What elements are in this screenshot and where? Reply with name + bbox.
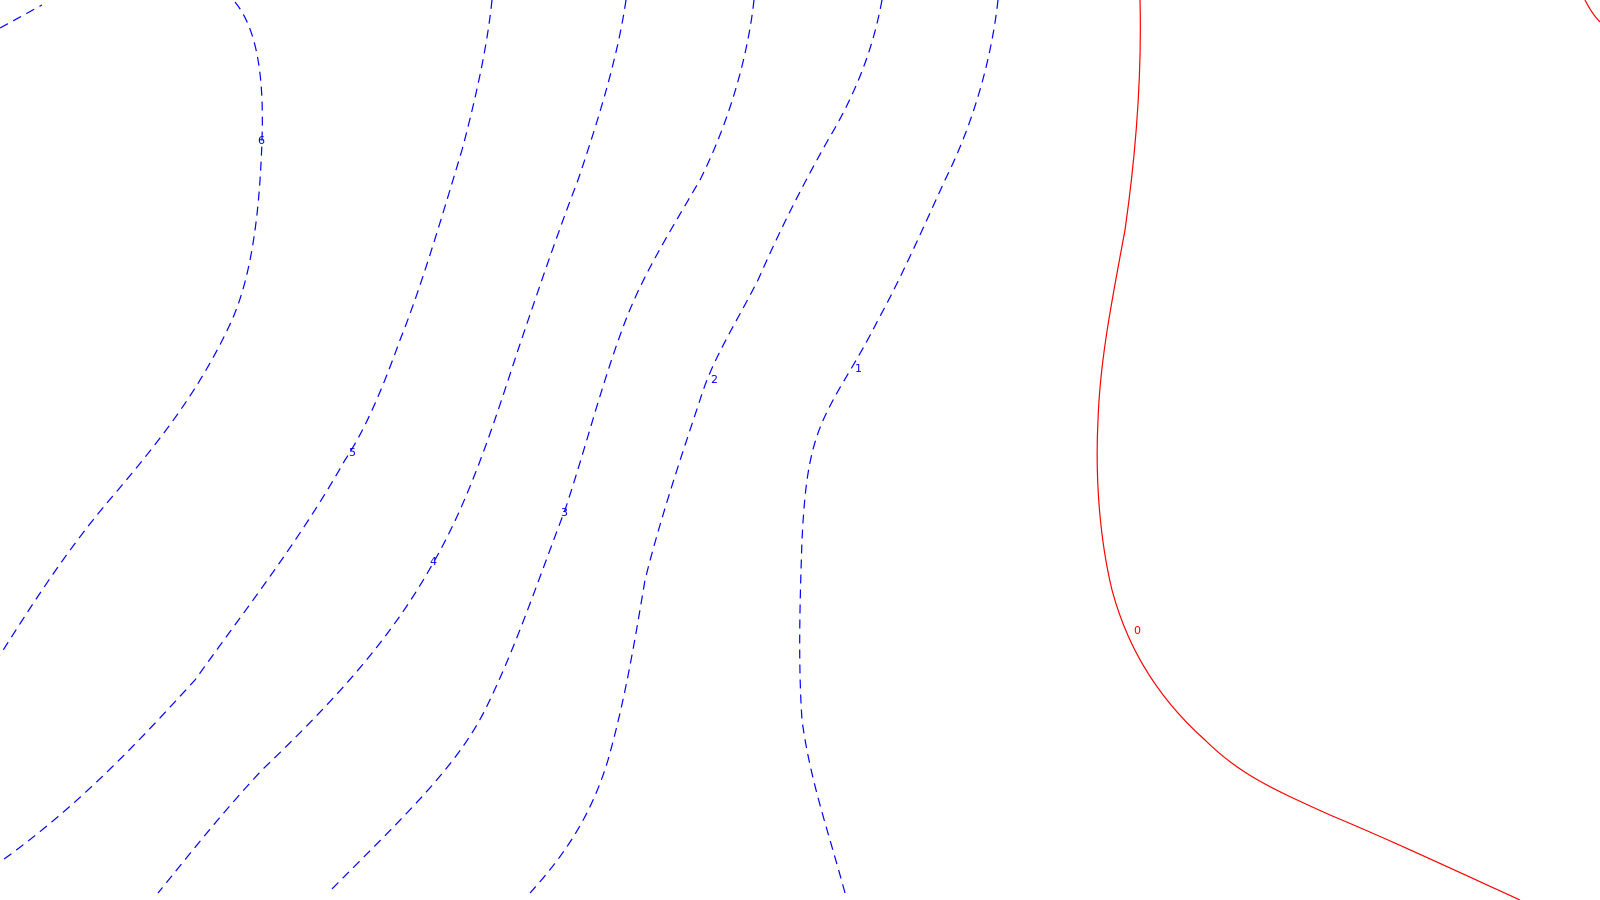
contour-label-6: 6: [258, 134, 265, 147]
contour-line-5: [0, 0, 493, 863]
contour-line-0: [1096, 0, 1600, 900]
contour-label-5: 5: [349, 446, 356, 459]
contour-label-1: 1: [855, 362, 862, 375]
contour-line-3: [327, 0, 755, 894]
contour-label-0: 0: [1134, 624, 1141, 637]
contour-label-4: 4: [430, 555, 437, 568]
contour-label-2: 2: [711, 373, 718, 386]
contour-line-2: [529, 0, 883, 894]
contour-label-3: 3: [561, 506, 568, 519]
contour-line-6: [0, 1, 263, 656]
contour-line-1: [799, 0, 999, 894]
contour-line-4: [157, 0, 627, 894]
